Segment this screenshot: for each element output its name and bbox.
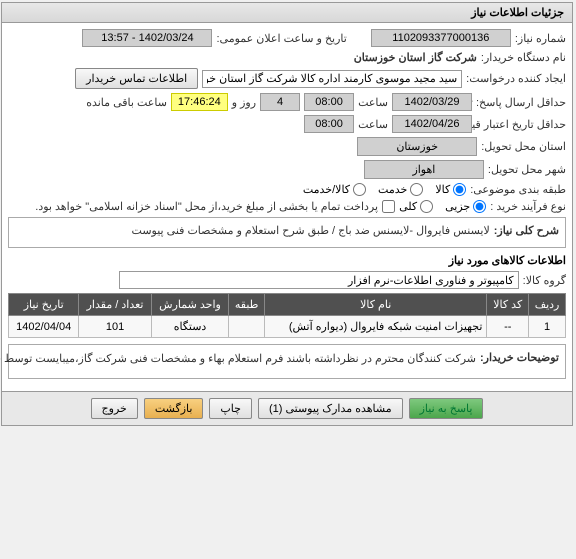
cell-name: تجهیزات امنیت شبکه فایروال (دیواره آتش) (266, 316, 488, 338)
group-input[interactable] (120, 271, 520, 289)
time-label-2: ساعت (359, 118, 389, 131)
th-row: ردیف (530, 294, 567, 316)
treasury-checkbox[interactable] (383, 200, 396, 213)
cell-code: -- (488, 316, 530, 338)
remaining-time: 17:46:24 (172, 93, 229, 111)
th-code: کد کالا (488, 294, 530, 316)
time-label-1: ساعت (359, 96, 389, 109)
radio-partial-label: جزیی (446, 200, 471, 213)
requester-input[interactable] (203, 70, 463, 88)
announce-value: 1402/03/24 - 13:57 (83, 29, 213, 47)
cell-row: 1 (530, 316, 567, 338)
deadline-time: 08:00 (305, 93, 355, 111)
deadline-label: حداقل ارسال پاسخ: تا تاریخ: (477, 96, 567, 109)
purchase-type-group: جزیی کلی (400, 200, 487, 213)
th-name: نام کالا (266, 294, 488, 316)
announce-label: تاریخ و ساعت اعلان عمومی: (217, 32, 347, 45)
buyer-label: نام دستگاه خریدار: (482, 51, 567, 64)
th-category: طبقه (230, 294, 266, 316)
purchase-type-label: نوع فرآیند خرید : (491, 200, 567, 213)
deadline-date: 1402/03/29 (393, 93, 473, 111)
radio-goods-service[interactable] (354, 183, 367, 196)
radio-full-label: کلی (400, 200, 418, 213)
province-value: خوزستان (358, 137, 478, 156)
purchase-note: پرداخت تمام یا بخشی از مبلغ خرید،از محل … (36, 200, 379, 213)
cell-category (230, 316, 266, 338)
general-desc-label: شرح کلی نیاز: (495, 224, 560, 237)
radio-service[interactable] (411, 183, 424, 196)
radio-service-label: خدمت (379, 183, 408, 196)
radio-partial[interactable] (474, 200, 487, 213)
remaining-label: ساعت باقی مانده (87, 96, 168, 109)
category-radio-group: کالا خدمت کالا/خدمت (304, 183, 467, 196)
province-label: استان محل تحویل: (482, 140, 567, 153)
back-button[interactable]: بازگشت (145, 398, 205, 419)
radio-goods-service-label: کالا/خدمت (304, 183, 351, 196)
radio-goods[interactable] (454, 183, 467, 196)
th-date: تاریخ نیاز (10, 294, 80, 316)
exit-button[interactable]: خروج (92, 398, 139, 419)
print-button[interactable]: چاپ (210, 398, 253, 419)
cell-date: 1402/04/04 (10, 316, 80, 338)
items-section-title: اطلاعات کالاهای مورد نیاز (9, 254, 567, 267)
city-value: اهواز (365, 160, 485, 179)
need-number-label: شماره نیاز: (516, 32, 567, 45)
radio-full[interactable] (421, 200, 434, 213)
buyer-notes: شرکت کنندگان محترم در نظرداشته باشند فرم… (0, 351, 477, 368)
th-unit: واحد شمارش (152, 294, 230, 316)
contact-button[interactable]: اطلاعات تماس خریدار (76, 68, 199, 89)
panel-title: جزئیات اطلاعات نیاز (3, 3, 573, 23)
validity-time: 08:00 (305, 115, 355, 133)
table-row[interactable]: 1 -- تجهیزات امنیت شبکه فایروال (دیواره … (10, 316, 567, 338)
group-label: گروه کالا: (524, 274, 567, 287)
validity-label: حداقل تاریخ اعتبار قیمت: تا تاریخ: (477, 118, 567, 131)
respond-button[interactable]: پاسخ به نیاز (410, 398, 485, 419)
items-table: ردیف کد کالا نام کالا طبقه واحد شمارش تع… (9, 293, 567, 338)
days-count: 4 (261, 93, 301, 111)
buyer-notes-label: توضیحات خریدار: (481, 351, 560, 364)
category-label: طبقه بندی موضوعی: (471, 183, 567, 196)
need-number-value: 1102093377000136 (372, 29, 512, 47)
radio-goods-label: کالا (436, 183, 451, 196)
attachments-button[interactable]: مشاهده مدارک پیوستی (1) (259, 398, 404, 419)
buyer-value: شرکت گاز استان خوزستان (355, 51, 478, 64)
general-desc: لایسنس فایروال -لایسنس ضد باج / طبق شرح … (133, 224, 491, 237)
cell-qty: 101 (80, 316, 152, 338)
days-label: روز و (233, 96, 257, 109)
validity-date: 1402/04/26 (393, 115, 473, 133)
city-label: شهر محل تحویل: (489, 163, 567, 176)
cell-unit: دستگاه (152, 316, 230, 338)
requester-label: ایجاد کننده درخواست: (467, 72, 567, 85)
th-qty: تعداد / مقدار (80, 294, 152, 316)
footer-toolbar: پاسخ به نیاز مشاهده مدارک پیوستی (1) چاپ… (3, 391, 573, 425)
